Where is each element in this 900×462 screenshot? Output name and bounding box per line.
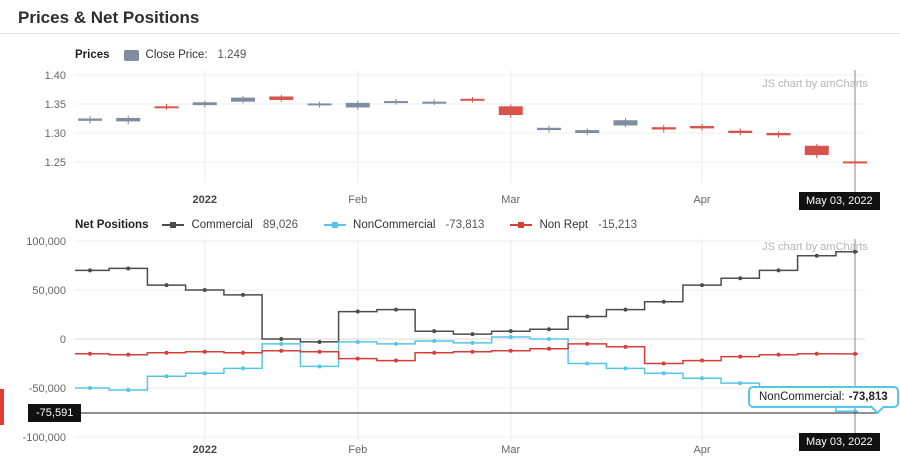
legend-item-nonrept[interactable]: Non Rept -15,213 [510, 219, 637, 231]
svg-text:-50,000: -50,000 [29, 383, 66, 395]
left-edge-marker [0, 389, 4, 425]
noncommercial-value: -73,813 [445, 219, 485, 231]
svg-text:Mar: Mar [501, 194, 520, 206]
svg-text:0: 0 [60, 334, 66, 346]
legend-item-commercial[interactable]: Commercial 89,026 [162, 219, 298, 231]
commercial-value: 89,026 [262, 219, 299, 231]
positions-legend-title: Net Positions [75, 219, 149, 231]
legend-item-noncommercial[interactable]: NonCommercial -73,813 [324, 219, 484, 231]
prices-legend-title: Prices [75, 49, 110, 61]
svg-text:1.25: 1.25 [45, 157, 66, 169]
svg-text:Feb: Feb [348, 444, 367, 456]
svg-text:-100,000: -100,000 [23, 432, 66, 444]
svg-text:1.40: 1.40 [45, 70, 66, 82]
commercial-line-marker [162, 220, 185, 230]
svg-text:Apr: Apr [693, 444, 710, 456]
prices-chart-canvas[interactable]: 2022 Feb Mar Apr 1.40 1.35 1.30 1.25 [0, 65, 900, 215]
svg-text:100,000: 100,000 [26, 236, 66, 248]
close-price-label: Close Price: [145, 49, 208, 61]
close-price-swatch[interactable] [123, 49, 139, 61]
amcharts-watermark-prices: JS chart by amCharts [762, 78, 868, 90]
svg-text:Apr: Apr [693, 194, 710, 206]
positions-cursor-date-badge: May 03, 2022 [799, 433, 880, 451]
noncommercial-tooltip: NonCommercial: -73,813 [748, 386, 899, 415]
amcharts-watermark-positions: JS chart by amCharts [762, 241, 868, 253]
svg-text:1.35: 1.35 [45, 99, 66, 111]
svg-text:Mar: Mar [501, 444, 520, 456]
tooltip-value: -73,813 [848, 391, 888, 403]
noncommercial-label: NonCommercial [353, 219, 436, 231]
header-divider [0, 33, 900, 34]
tooltip-label: NonCommercial: [759, 391, 845, 403]
noncommercial-line-marker [324, 220, 347, 230]
close-price-value: 1.249 [217, 49, 247, 61]
cursor-value-badge: -75,591 [28, 404, 82, 422]
page-title: Prices & Net Positions [18, 8, 200, 27]
svg-text:2022: 2022 [193, 194, 217, 206]
svg-text:50,000: 50,000 [32, 285, 66, 297]
nonrept-value: -15,213 [598, 219, 638, 231]
svg-text:Feb: Feb [348, 194, 367, 206]
svg-text:2022: 2022 [193, 444, 217, 456]
positions-chart-canvas[interactable]: 2022 Feb Mar Apr 100,000 50,000 0 -50,000 -100,0… [0, 236, 900, 462]
nonrept-label: Non Rept [539, 219, 589, 231]
positions-legend: Net Positions Commercial 89,026 NonComme… [75, 219, 663, 231]
commercial-label: Commercial [191, 219, 253, 231]
nonrept-line-marker [510, 220, 533, 230]
prices-legend: Prices Close Price: 1.249 [75, 49, 246, 61]
svg-text:1.30: 1.30 [45, 128, 66, 140]
prices-cursor-date-badge: May 03, 2022 [799, 192, 880, 210]
